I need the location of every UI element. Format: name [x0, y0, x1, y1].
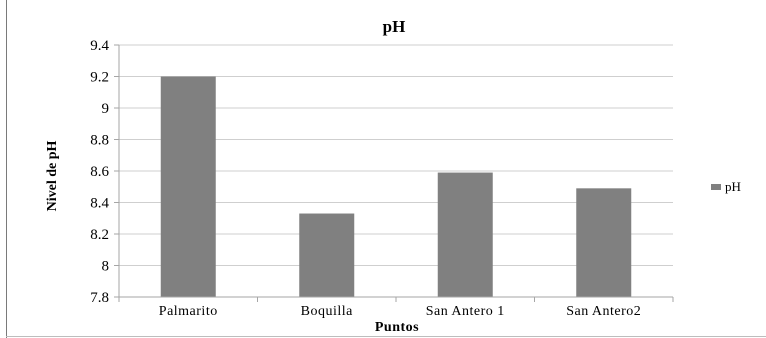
bar-palmarito — [160, 76, 216, 297]
chart-frame-bottom-border — [6, 336, 766, 337]
y-tick-label: 8 — [102, 259, 110, 275]
y-tick-label: 9.2 — [90, 70, 109, 86]
bars — [160, 76, 632, 297]
y-tick-label: 8.2 — [90, 227, 109, 243]
chart-title: pH — [383, 17, 406, 36]
gridlines — [119, 44, 673, 266]
x-axis-ticks: Palmarito Boquilla San Antero 1 San Antero2 — [118, 297, 674, 319]
y-tick-label: 7.8 — [90, 290, 109, 306]
bar-boquilla — [299, 213, 355, 297]
bar-san-antero2 — [576, 188, 632, 297]
x-tick-label: San Antero 1 — [426, 304, 505, 319]
legend-label-ph: pH — [725, 179, 741, 194]
y-tick-label: 8.4 — [90, 196, 109, 212]
y-tick-label: 8.6 — [90, 164, 109, 180]
y-tick-label: 9.4 — [90, 38, 109, 54]
y-tick-label: 8.8 — [90, 133, 109, 149]
x-axis-label: Puntos — [375, 320, 419, 335]
y-axis-ticks: 7.8 8 8.2 8.4 8.6 8.8 9 9.2 9.4 — [90, 38, 119, 306]
chart-frame-left-border — [6, 0, 7, 338]
x-tick-label: Boquilla — [301, 304, 354, 319]
y-tick-label: 9 — [102, 101, 110, 117]
x-tick-label: San Antero2 — [566, 304, 641, 319]
x-tick-label: Palmarito — [159, 304, 218, 319]
legend: pH — [711, 179, 741, 194]
legend-swatch-ph — [711, 184, 721, 190]
bar-san-antero-1 — [437, 172, 493, 297]
y-axis-label: Nivel de pH — [45, 141, 60, 212]
